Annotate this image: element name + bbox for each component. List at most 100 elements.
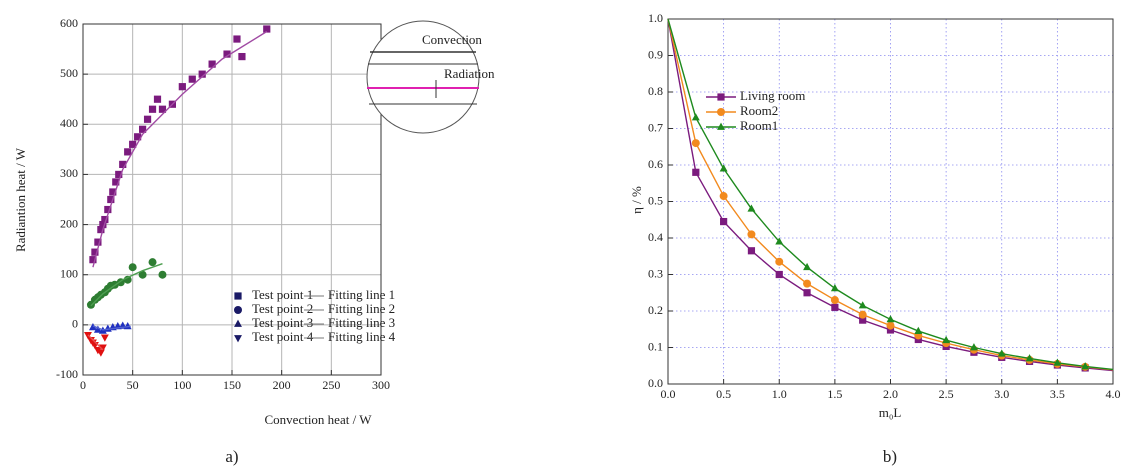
chart: 0 50 100 150 200 250 300-100010020030040050060… (13, 16, 396, 466)
marker (720, 217, 728, 226)
marker (101, 215, 109, 224)
marker (234, 319, 242, 327)
marker (158, 270, 167, 279)
legend-entry: Fitting line 3 (304, 315, 395, 330)
marker (830, 296, 839, 305)
marker (1081, 362, 1090, 370)
y-tick-label: -100 (56, 367, 78, 381)
y-tick-label: 300 (60, 166, 78, 180)
marker (747, 230, 756, 239)
marker (914, 335, 922, 344)
legend-entry: Room1 (706, 118, 778, 133)
marker (717, 108, 725, 116)
legend-entry: Living room (706, 88, 805, 103)
marker (234, 306, 242, 314)
marker (138, 270, 147, 279)
x-tick-label: 0 (80, 378, 86, 392)
x-tick-label: 1.0 (772, 387, 787, 401)
x-tick-label: 0.5 (716, 387, 731, 401)
y-tick-label: 0.4 (648, 230, 663, 244)
legend-entry: Room2 (706, 103, 778, 118)
marker (1025, 354, 1034, 362)
marker (94, 238, 102, 246)
marker (886, 326, 895, 334)
x-tick-label: 50 (127, 378, 139, 392)
marker (803, 279, 812, 288)
legend-entry: Test point 4 (234, 329, 314, 344)
marker (238, 52, 246, 61)
marker (97, 225, 105, 234)
x-tick-label: 3.0 (994, 387, 1009, 401)
x-tick-label: 300 (372, 378, 390, 392)
marker (139, 125, 147, 133)
plot-frame (82, 23, 382, 376)
marker (830, 284, 839, 292)
marker (198, 70, 206, 78)
marker (98, 344, 107, 352)
legend-entry: Test point 2 (234, 301, 313, 316)
caption: b) (883, 447, 897, 466)
y-tick-label: 0.7 (648, 120, 663, 134)
marker (115, 170, 123, 179)
marker (747, 247, 756, 255)
annotation: Convection (422, 32, 482, 47)
x-tick-label: 3.5 (1050, 387, 1065, 401)
series-line (92, 30, 268, 268)
marker (997, 349, 1006, 357)
marker (719, 192, 728, 201)
marker (129, 140, 137, 148)
legend-entry: Fitting line 1 (304, 287, 395, 302)
marker (803, 289, 811, 297)
y-tick-label: 600 (60, 16, 78, 30)
marker (100, 334, 109, 342)
legend-label: Room1 (740, 118, 778, 133)
y-axis-label: Radiantion heat / W (13, 147, 28, 252)
series-line (92, 325, 131, 331)
marker (859, 316, 867, 324)
marker (831, 303, 839, 311)
marker (691, 139, 700, 148)
marker (112, 178, 120, 186)
marker (128, 263, 137, 272)
marker (188, 75, 196, 83)
marker (143, 115, 152, 123)
marker (208, 60, 216, 68)
y-tick-label: 0.6 (648, 157, 663, 171)
legend-label: Test point 2 (252, 301, 313, 316)
legend-label: Test point 4 (252, 329, 314, 344)
legend-entry: Test point 3 (234, 315, 313, 330)
marker (234, 335, 242, 343)
marker (107, 195, 115, 204)
marker (124, 148, 132, 156)
series-line (87, 334, 104, 351)
marker (91, 248, 99, 256)
y-axis-label: η / % (629, 186, 644, 214)
marker (886, 315, 895, 323)
marker (775, 257, 784, 266)
marker (223, 50, 231, 58)
marker (158, 105, 167, 113)
annotation: Radiation (444, 66, 495, 81)
y-tick-label: 200 (60, 216, 78, 230)
marker (119, 160, 127, 168)
series-line (90, 263, 163, 307)
x-axis-label: Convection heat / W (265, 412, 373, 427)
y-tick-label: 400 (60, 116, 78, 130)
x-tick-label: 150 (223, 378, 241, 392)
y-tick-label: 0.2 (648, 303, 663, 317)
x-tick-label: 100 (173, 378, 191, 392)
legend-label: Fitting line 1 (328, 287, 395, 302)
marker (88, 323, 97, 331)
x-tick-label: 0.0 (661, 387, 676, 401)
inset-circle (366, 20, 480, 134)
legend-label: Test point 3 (252, 315, 313, 330)
legend-label: Living room (740, 88, 805, 103)
marker (134, 133, 142, 141)
legend-entry: Test point 1 (234, 287, 313, 302)
marker (104, 205, 112, 214)
marker (153, 95, 162, 103)
legend-entry: Fitting line 4 (304, 329, 396, 344)
legend-label: Room2 (740, 103, 778, 118)
marker (692, 168, 700, 176)
marker (858, 310, 867, 319)
